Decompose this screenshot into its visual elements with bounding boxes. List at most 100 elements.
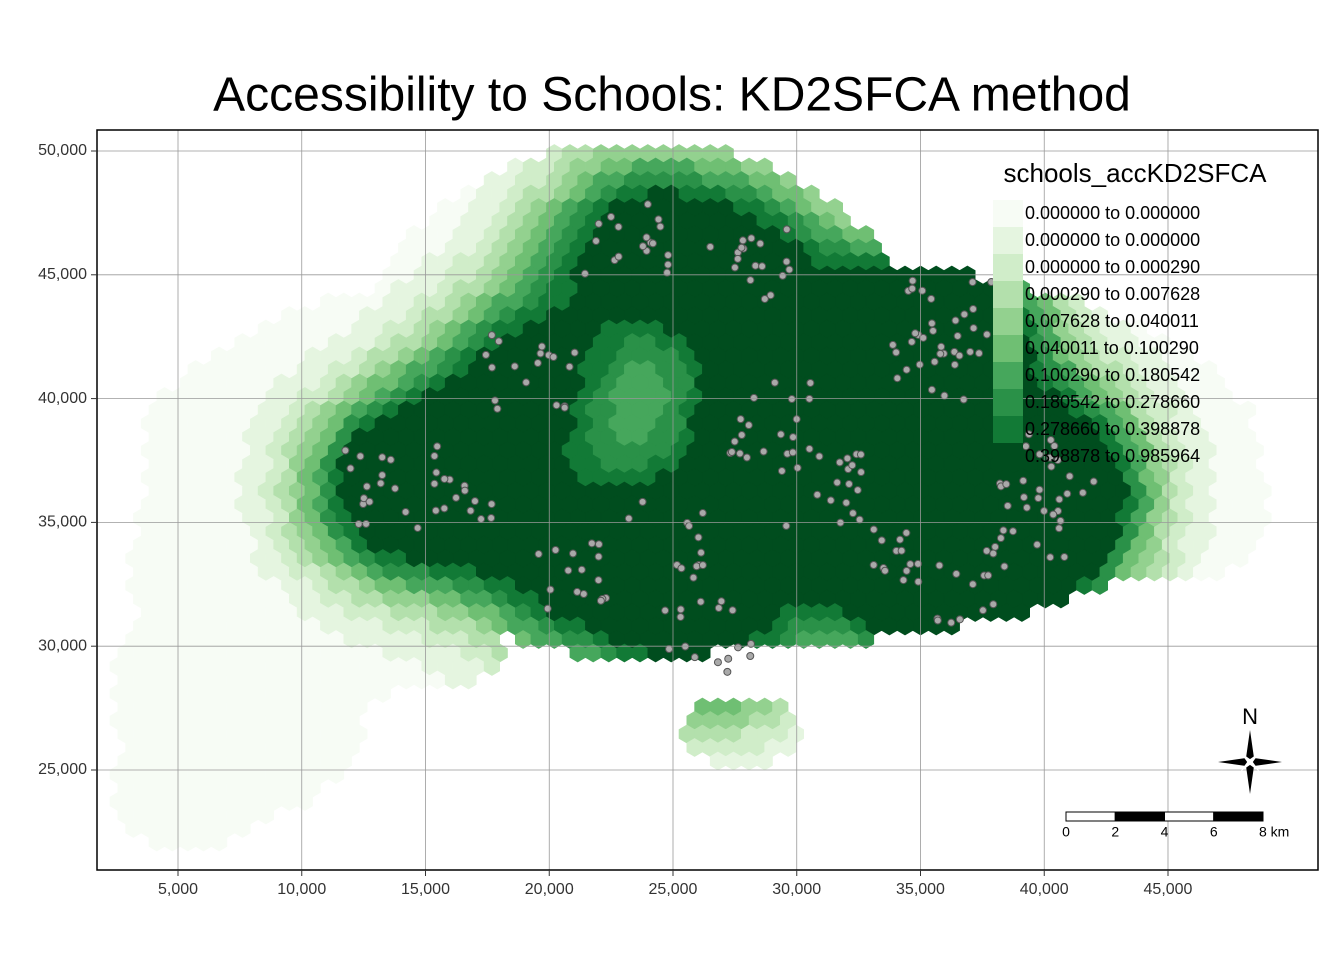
scale-label: 0 — [1062, 824, 1070, 840]
school-point — [714, 604, 723, 613]
hex-cell — [1208, 562, 1225, 582]
y-tick-label: 35,000 — [38, 514, 87, 531]
school-point — [661, 606, 670, 615]
school-point — [592, 237, 601, 246]
school-point — [897, 546, 906, 555]
school-point — [587, 539, 596, 548]
school-point — [978, 606, 987, 615]
school-point — [430, 479, 439, 488]
school-point — [440, 504, 449, 513]
school-point — [955, 615, 964, 624]
school-point — [1065, 472, 1074, 481]
school-point — [697, 548, 706, 557]
school-point — [391, 484, 400, 493]
school-point — [560, 403, 569, 412]
x-tick-label: 10,000 — [277, 881, 326, 898]
school-point — [908, 276, 917, 285]
school-point — [690, 653, 699, 662]
school-point — [477, 515, 486, 524]
school-point — [760, 294, 769, 303]
school-point — [466, 506, 475, 515]
school-point — [936, 349, 945, 358]
school-point — [984, 571, 993, 580]
school-point — [346, 464, 355, 473]
school-point — [1034, 494, 1043, 503]
school-point — [694, 533, 703, 542]
school-point — [877, 536, 886, 545]
school-point — [1033, 540, 1042, 549]
y-tick-label: 40,000 — [38, 390, 87, 407]
school-point — [969, 324, 978, 333]
school-point — [689, 573, 698, 582]
school-point — [1049, 510, 1058, 519]
x-tick-label: 20,000 — [525, 881, 574, 898]
hex-cell — [1091, 576, 1108, 595]
legend-label: 0.100290 to 0.180542 — [1025, 365, 1200, 385]
legend-title: schools_accKD2SFCA — [1004, 158, 1268, 188]
school-point — [378, 453, 387, 462]
school-point — [717, 597, 726, 606]
school-point — [738, 236, 747, 245]
school-point — [549, 353, 558, 362]
school-point — [551, 546, 560, 555]
school-point — [782, 257, 791, 266]
x-tick-label: 25,000 — [649, 881, 698, 898]
school-point — [968, 278, 977, 287]
school-point — [940, 391, 949, 400]
school-point — [341, 446, 350, 455]
school-point — [826, 496, 835, 505]
x-tick-label: 45,000 — [1144, 881, 1193, 898]
school-point — [1019, 476, 1028, 485]
legend-label: 0.000000 to 0.000000 — [1025, 230, 1200, 250]
school-point — [749, 393, 758, 402]
school-point — [594, 219, 603, 228]
school-point — [431, 506, 440, 515]
school-point — [1046, 436, 1055, 445]
school-point — [698, 509, 707, 518]
school-point — [952, 569, 961, 578]
school-point — [1000, 562, 1009, 571]
school-point — [537, 342, 546, 351]
school-point — [1046, 553, 1055, 562]
school-point — [487, 331, 496, 340]
legend-swatch — [993, 389, 1023, 416]
school-point — [614, 222, 623, 231]
school-point — [577, 565, 586, 574]
school-point — [746, 639, 755, 648]
school-point — [789, 433, 798, 442]
hex-cell — [857, 630, 875, 649]
school-point — [742, 453, 751, 462]
school-point — [746, 651, 755, 660]
school-point — [648, 239, 657, 248]
school-point — [735, 449, 744, 458]
school-point — [642, 233, 651, 242]
school-point — [365, 497, 374, 506]
school-point — [676, 612, 685, 621]
school-point — [893, 374, 902, 383]
scale-bar: 0 2 4 6 8 km — [1062, 811, 1289, 840]
school-point — [782, 521, 791, 530]
y-tick-label: 50,000 — [38, 142, 87, 159]
school-point — [376, 479, 385, 488]
legend-label: 0.040011 to 0.100290 — [1025, 338, 1199, 358]
school-point — [534, 550, 543, 559]
school-point — [899, 576, 908, 585]
school-point — [677, 564, 686, 573]
school-point — [881, 566, 890, 575]
x-tick-label: 5,000 — [158, 881, 198, 898]
school-point — [933, 616, 942, 625]
school-point — [793, 463, 802, 472]
hex-cell — [1052, 589, 1069, 609]
school-point — [848, 509, 857, 518]
hex-cell — [1013, 603, 1030, 622]
school-point — [386, 455, 395, 464]
school-point — [676, 605, 685, 614]
scale-segment — [1114, 811, 1165, 822]
school-point — [1060, 552, 1069, 561]
school-point — [911, 329, 920, 338]
legend-swatch — [993, 281, 1023, 308]
school-point — [770, 378, 779, 387]
school-point — [638, 497, 647, 506]
school-point — [888, 340, 897, 349]
school-point — [493, 404, 502, 413]
